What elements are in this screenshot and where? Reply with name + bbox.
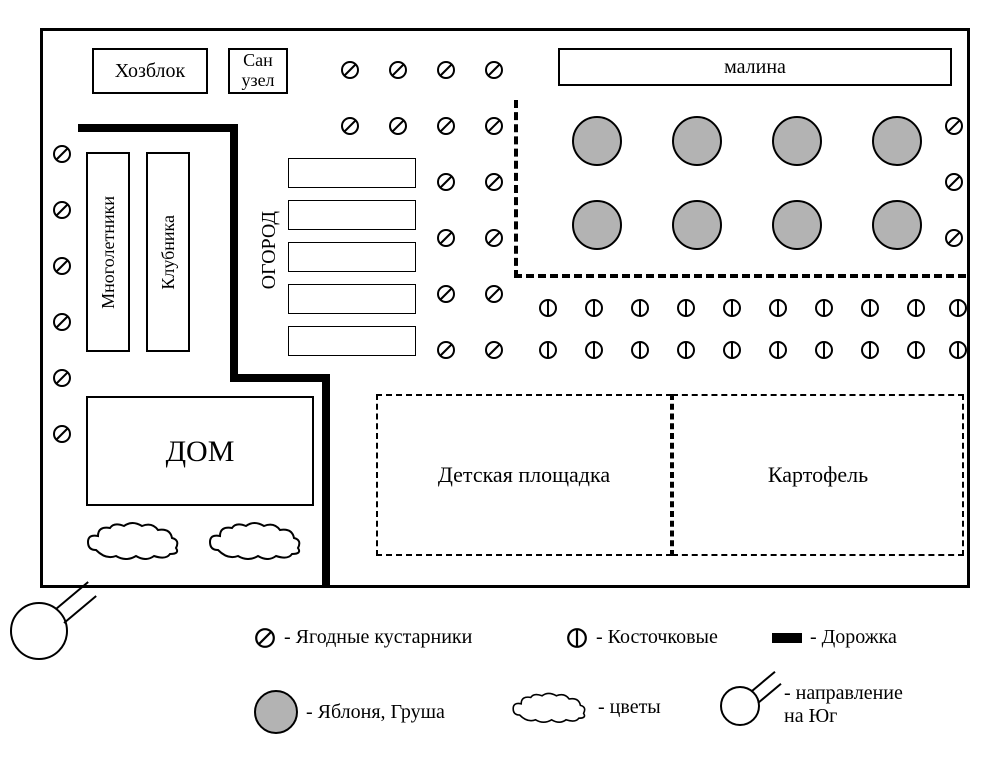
stonefruit-icon [584, 298, 604, 318]
stonefruit-icon [538, 298, 558, 318]
south-direction-icon [720, 680, 776, 730]
berry-shrub-icon [484, 172, 504, 192]
legend-item-stone: - Косточковые [566, 626, 718, 649]
berry-shrub-icon [436, 284, 456, 304]
ogorod-row [288, 242, 416, 272]
stonefruit-icon [814, 298, 834, 318]
stonefruit-icon [676, 298, 696, 318]
mnogoletniki-bed: Многолетники [86, 152, 130, 352]
berry-shrub-icon [52, 424, 72, 444]
legend-item-path: - Дорожка [772, 626, 897, 649]
legend-item-cloud: - цветы [510, 690, 661, 724]
south-direction-icon [10, 602, 68, 660]
stonefruit-icon [584, 340, 604, 360]
ogorod-row [288, 284, 416, 314]
berry-shrub-icon [484, 340, 504, 360]
stonefruit-icon [768, 340, 788, 360]
flower-cloud-icon [84, 520, 184, 560]
sanuzel-box: Сан узел [228, 48, 288, 94]
apple-tree-icon [254, 690, 298, 734]
berry-shrub-icon [52, 144, 72, 164]
path-icon [772, 633, 802, 643]
path-segment [78, 124, 238, 132]
stonefruit-icon [906, 340, 926, 360]
berry-shrub-icon [340, 60, 360, 80]
apple-tree-icon [872, 116, 922, 166]
apple-tree-icon [772, 200, 822, 250]
flower-cloud-icon [206, 520, 306, 560]
legend-label: - Яблоня, Груша [306, 701, 445, 724]
hozblok-box: Хозблок [92, 48, 208, 94]
flower-cloud-icon [510, 690, 590, 724]
berry-shrub-icon [388, 60, 408, 80]
berry-shrub-icon [944, 116, 964, 136]
legend-item-shrub: - Ягодные кустарники [254, 626, 472, 649]
berry-shrub-icon [52, 256, 72, 276]
stonefruit-icon [860, 298, 880, 318]
ogorod-label: ОГОРОД [258, 160, 281, 340]
stonefruit-icon [906, 298, 926, 318]
apple-tree-icon [772, 116, 822, 166]
ogorod-row [288, 158, 416, 188]
path-segment [230, 374, 330, 382]
legend-label: - Косточковые [596, 626, 718, 649]
stonefruit-icon [722, 298, 742, 318]
berry-shrub-icon [484, 228, 504, 248]
stonefruit-icon [566, 627, 588, 649]
berry-shrub-icon [340, 116, 360, 136]
stonefruit-icon [814, 340, 834, 360]
stonefruit-icon [538, 340, 558, 360]
legend-item-south: - направление на Юг [720, 680, 903, 730]
berry-shrub-icon [436, 228, 456, 248]
legend-label: - направление на Юг [784, 682, 903, 728]
stonefruit-icon [768, 298, 788, 318]
klubnika-bed: Клубника [146, 152, 190, 352]
apple-tree-icon [572, 200, 622, 250]
berry-shrub-icon [254, 627, 276, 649]
legend-label: - Ягодные кустарники [284, 626, 472, 649]
berry-shrub-icon [436, 340, 456, 360]
dom-box: ДОМ [86, 396, 314, 506]
ogorod-row [288, 326, 416, 356]
apple-tree-icon [572, 116, 622, 166]
legend-item-apple: - Яблоня, Груша [254, 690, 445, 734]
stonefruit-icon [948, 298, 968, 318]
stonefruit-icon [630, 340, 650, 360]
apple-tree-icon [672, 116, 722, 166]
stonefruit-icon [630, 298, 650, 318]
stonefruit-icon [676, 340, 696, 360]
path-segment [322, 374, 330, 586]
berry-shrub-icon [484, 116, 504, 136]
berry-shrub-icon [436, 172, 456, 192]
ogorod-row [288, 200, 416, 230]
berry-shrub-icon [52, 368, 72, 388]
berry-shrub-icon [484, 60, 504, 80]
playground-zone: Детская площадка [376, 394, 672, 556]
apple-tree-icon [872, 200, 922, 250]
stonefruit-icon [722, 340, 742, 360]
berry-shrub-icon [436, 116, 456, 136]
berry-shrub-icon [388, 116, 408, 136]
berry-shrub-icon [52, 312, 72, 332]
stonefruit-icon [860, 340, 880, 360]
berry-shrub-icon [436, 60, 456, 80]
berry-shrub-icon [484, 284, 504, 304]
stonefruit-icon [948, 340, 968, 360]
apple-tree-icon [672, 200, 722, 250]
berry-shrub-icon [944, 228, 964, 248]
garden-plan-diagram: Хозблок Сан узел ДОМ малина Многолетники Клуб… [0, 0, 1000, 764]
legend-label: - цветы [598, 696, 661, 719]
malina-box: малина [558, 48, 952, 86]
berry-shrub-icon [52, 200, 72, 220]
legend-label: - Дорожка [810, 626, 897, 649]
path-segment [230, 124, 238, 382]
berry-shrub-icon [944, 172, 964, 192]
potato-zone: Картофель [672, 394, 964, 556]
